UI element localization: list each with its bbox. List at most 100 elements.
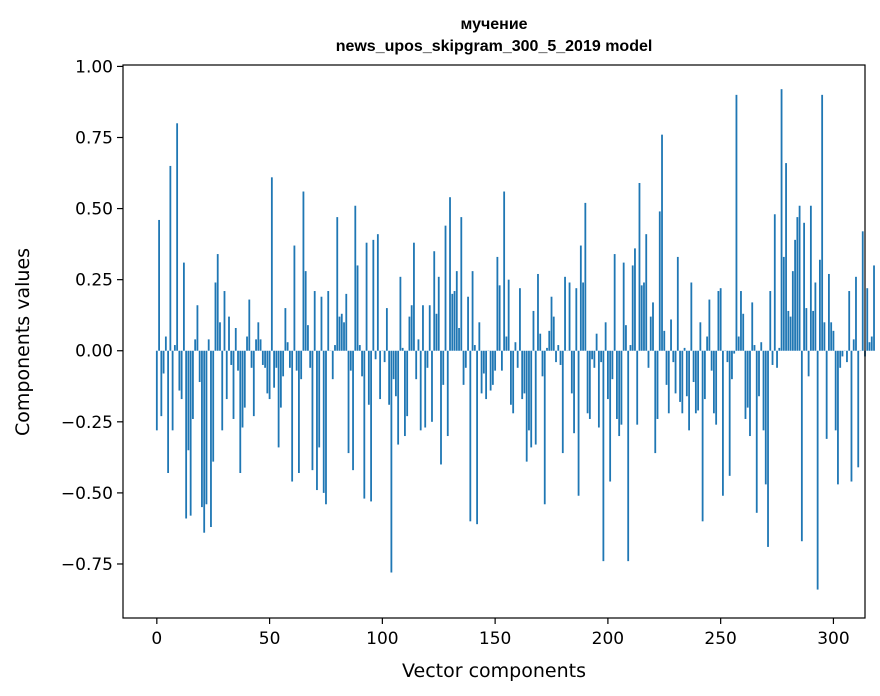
bar: [503, 191, 506, 351]
bar: [767, 350, 769, 547]
bar: [426, 350, 429, 368]
bar: [634, 248, 636, 351]
bar: [638, 182, 641, 351]
bar: [722, 350, 724, 496]
bar: [778, 347, 781, 351]
bar: [735, 94, 738, 351]
bar: [286, 342, 289, 351]
bar: [225, 350, 228, 400]
bar: [282, 350, 285, 377]
bar: [595, 333, 598, 351]
bar: [611, 350, 614, 380]
bar: [726, 350, 729, 363]
bar: [349, 350, 352, 371]
bar: [703, 350, 706, 400]
bar: [343, 322, 345, 351]
bar: [523, 350, 526, 394]
bar: [273, 350, 276, 388]
bar: [212, 350, 215, 462]
bar: [570, 350, 573, 394]
bar: [629, 345, 632, 351]
bar: [178, 350, 181, 391]
bar: [620, 350, 623, 425]
y-axis: −0.75 −0.50 −0.25 0.00 0.25 0.50 0.75 1.00: [61, 57, 123, 575]
bar: [473, 345, 476, 351]
bar: [839, 350, 842, 368]
bar: [749, 350, 751, 437]
bar: [548, 330, 551, 351]
bar: [385, 308, 388, 351]
bar: [469, 350, 472, 522]
bar: [464, 350, 467, 368]
bar: [476, 350, 478, 525]
bar: [361, 350, 363, 377]
bar: [733, 350, 736, 354]
bar: [399, 276, 402, 351]
bar: [719, 288, 722, 351]
bar: [541, 350, 544, 377]
bar: [699, 322, 702, 351]
y-tick-label: 0.25: [75, 271, 113, 291]
bar: [433, 251, 436, 351]
bar: [232, 350, 235, 419]
bar: [505, 336, 508, 351]
bar: [807, 350, 810, 377]
bar: [769, 291, 772, 351]
bar: [451, 293, 454, 351]
bar: [776, 350, 778, 368]
bar: [852, 339, 855, 351]
bar: [327, 291, 330, 351]
y-tick-label: −0.25: [61, 413, 113, 433]
bar: [834, 350, 837, 431]
bar: [760, 342, 763, 351]
bar: [525, 350, 528, 462]
bar: [825, 350, 828, 439]
bar: [354, 205, 357, 351]
bar: [658, 211, 661, 351]
bar: [564, 276, 566, 351]
bar: [625, 325, 627, 351]
bar: [205, 350, 208, 505]
bar: [737, 336, 740, 351]
bar: [785, 163, 787, 351]
bar: [268, 350, 271, 400]
bar: [230, 350, 233, 365]
bar: [182, 262, 185, 351]
bar: [491, 350, 494, 385]
bar: [521, 350, 524, 400]
bar: [606, 350, 609, 400]
bar: [534, 350, 537, 445]
bar: [602, 350, 605, 562]
bar: [266, 350, 269, 394]
bar: [582, 282, 584, 351]
bar: [579, 245, 582, 351]
bar: [751, 302, 754, 351]
x-tick-label: 0: [151, 629, 162, 649]
bar: [187, 350, 190, 451]
bar: [367, 350, 370, 405]
bar: [816, 350, 819, 590]
bar: [647, 350, 650, 368]
bar: [392, 350, 395, 380]
chart-title-line-2: news_upos_skipgram_300_5_2019 model: [336, 38, 653, 55]
bar: [455, 271, 458, 351]
bar: [731, 350, 733, 380]
bar: [823, 322, 826, 351]
x-tick-label: 100: [366, 629, 398, 649]
bar: [275, 350, 278, 368]
bar: [252, 350, 255, 417]
bar: [708, 299, 711, 351]
bar: [259, 339, 262, 351]
bar: [293, 245, 296, 351]
bar: [555, 350, 557, 363]
bar: [780, 89, 783, 351]
bar: [194, 339, 197, 351]
bar: [604, 322, 607, 351]
plot-frame: [122, 64, 866, 619]
x-tick-label: 300: [817, 629, 849, 649]
bar: [683, 347, 686, 351]
bar: [228, 316, 230, 351]
bar: [460, 217, 463, 351]
bar: [591, 350, 594, 360]
bar: [796, 217, 799, 351]
